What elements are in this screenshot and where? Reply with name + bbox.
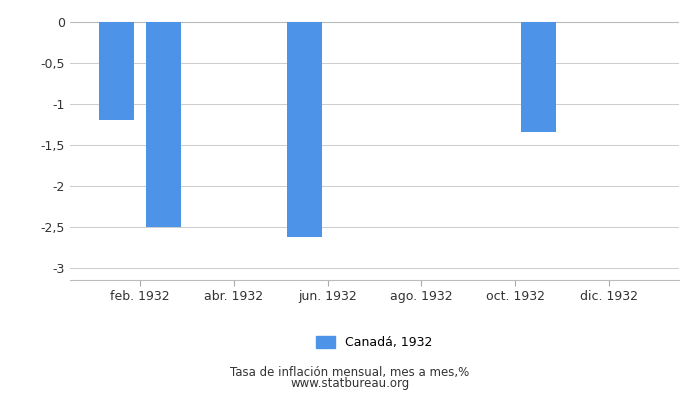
Bar: [146, 22, 181, 227]
Bar: [99, 22, 134, 120]
Text: www.statbureau.org: www.statbureau.org: [290, 377, 410, 390]
Text: Tasa de inflación mensual, mes a mes,%: Tasa de inflación mensual, mes a mes,%: [230, 366, 470, 379]
Legend: Canadá, 1932: Canadá, 1932: [312, 330, 438, 354]
Bar: [521, 22, 556, 132]
Bar: [287, 22, 322, 237]
